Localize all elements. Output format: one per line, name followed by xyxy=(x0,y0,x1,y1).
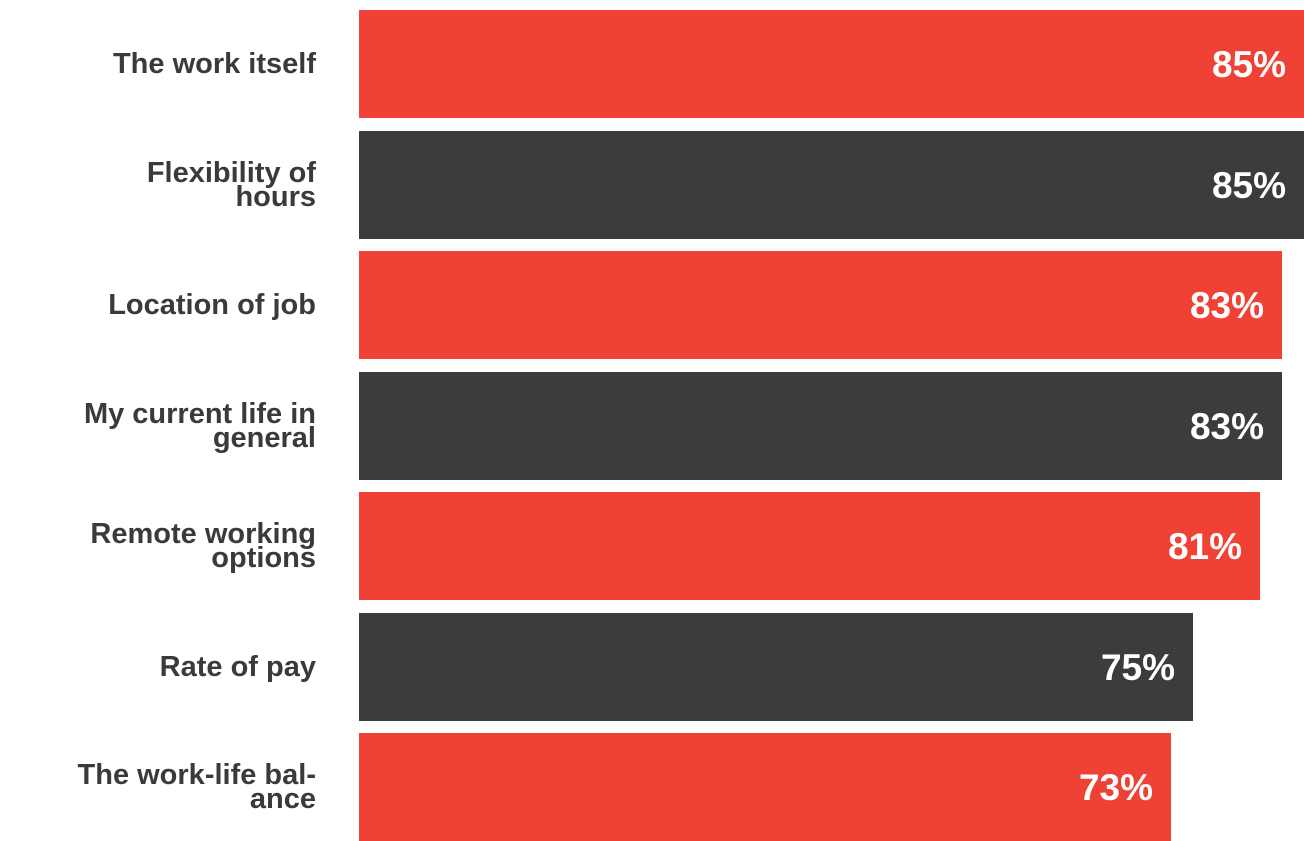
category-label-line: The work-life bal- xyxy=(77,759,316,791)
category-label-line: Flexibility of xyxy=(146,157,316,189)
bar xyxy=(359,10,1304,118)
category-label-line: ance xyxy=(249,783,316,815)
category-label-line: Location of job xyxy=(108,289,316,321)
category-label-line: general xyxy=(212,422,316,454)
category-label-line: The work itself xyxy=(112,48,316,80)
category-label: Flexibility of hours xyxy=(16,131,316,239)
value-label: 81% xyxy=(1167,526,1242,567)
bar xyxy=(359,251,1282,359)
bar xyxy=(359,372,1282,480)
value-label: 85% xyxy=(1211,165,1286,206)
bar xyxy=(359,131,1304,239)
category-label: Location of job xyxy=(16,251,316,359)
category-label-line: options xyxy=(211,542,316,574)
value-label: 85% xyxy=(1211,44,1286,85)
value-label: 75% xyxy=(1100,647,1175,688)
category-label: The work itself xyxy=(16,10,316,118)
value-label: 83% xyxy=(1189,406,1264,447)
bar xyxy=(359,613,1193,721)
category-label-line: My current life in xyxy=(83,398,316,430)
category-label-line: Rate of pay xyxy=(159,651,316,683)
value-label: 73% xyxy=(1078,767,1153,808)
bar xyxy=(359,733,1171,841)
category-label: Rate of pay xyxy=(16,613,316,721)
category-label: Remote working options xyxy=(16,492,316,600)
bar xyxy=(359,492,1260,600)
category-label-line: hours xyxy=(235,181,316,213)
category-label-line: Remote working xyxy=(90,518,316,550)
value-label: 83% xyxy=(1189,285,1264,326)
category-label: My current life in general xyxy=(16,372,316,480)
category-label: The work-life bal-ance xyxy=(16,733,316,841)
